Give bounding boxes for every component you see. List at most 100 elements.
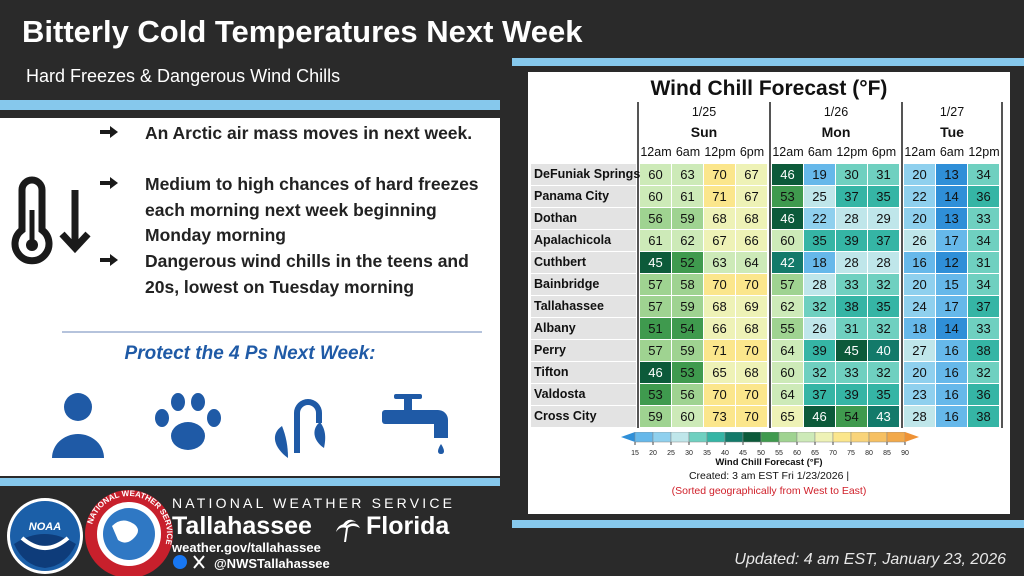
cell: 34 <box>968 164 999 185</box>
cell: 37 <box>868 230 899 251</box>
cell: 31 <box>868 164 899 185</box>
cell: 30 <box>836 164 867 185</box>
city-name: Tallahassee <box>531 296 636 317</box>
colorbar-tick-label: 45 <box>739 450 747 457</box>
cell: 20 <box>904 208 935 229</box>
day-date: 1/25 <box>691 105 717 119</box>
info-panel: An Arctic air mass moves in next week. Me… <box>0 118 500 476</box>
cell: 51 <box>640 318 671 339</box>
cell: 68 <box>736 318 767 339</box>
colorbar-bin <box>634 432 654 443</box>
cell: 35 <box>868 186 899 207</box>
cell: 53 <box>772 186 803 207</box>
colorbar-bin <box>778 432 798 443</box>
time-label: 6am <box>939 145 965 159</box>
colorbar-tick-label: 60 <box>793 450 801 457</box>
cell: 45 <box>836 340 867 361</box>
city-name: DeFuniak Springs <box>531 164 640 185</box>
day-date: 1/26 <box>823 105 849 119</box>
cell: 28 <box>836 252 867 273</box>
cell: 32 <box>868 318 899 339</box>
social-icons <box>173 555 205 569</box>
footer-logos: NOAA NATIONAL WEATHER SERVICE <box>7 489 360 576</box>
cell: 60 <box>640 164 671 185</box>
colorbar-tick-label: 40 <box>721 450 729 457</box>
stripe <box>0 100 500 110</box>
cell: 56 <box>672 384 703 405</box>
cell: 17 <box>936 296 967 317</box>
cell: 17 <box>936 230 967 251</box>
updated: Updated: 4 am EST, January 23, 2026 <box>734 551 1006 568</box>
title: Bitterly Cold Temperatures Next Week <box>22 14 583 49</box>
palm-icon <box>336 519 360 542</box>
agency: NATIONAL WEATHER SERVICE <box>172 495 456 511</box>
cell: 28 <box>904 406 935 427</box>
colorbar-tick-label: 85 <box>883 450 891 457</box>
colorbar-bin <box>706 432 726 443</box>
cell: 46 <box>772 164 803 185</box>
colorbar-bin <box>670 432 690 443</box>
colorbar-bin <box>688 432 708 443</box>
cell: 67 <box>736 186 767 207</box>
colorbar-tick-label: 90 <box>901 450 909 457</box>
time-label: 12pm <box>968 145 1000 159</box>
wind-chill-table: Wind Chill Forecast (°F) 12am 6am 12pm 6pm 1/… <box>528 72 1010 514</box>
colorbar-under <box>621 432 635 442</box>
cell: 60 <box>772 362 803 383</box>
cell: 70 <box>704 164 735 185</box>
cell: 36 <box>968 186 999 207</box>
cell: 28 <box>868 252 899 273</box>
cell: 24 <box>904 296 935 317</box>
city-name: Perry <box>531 340 636 361</box>
website: weather.gov/tallahassee <box>172 540 321 555</box>
cell: 38 <box>968 340 999 361</box>
city-name: Panama City <box>531 186 636 207</box>
day-name: Mon <box>821 124 851 140</box>
colorbar-tick-label: 70 <box>829 450 837 457</box>
time-label: 6pm <box>739 145 765 159</box>
cell: 31 <box>836 318 867 339</box>
bullet-arrows <box>100 126 118 266</box>
cell: 16 <box>904 252 935 273</box>
colorbar-tick-label: 35 <box>703 450 711 457</box>
cell: 18 <box>904 318 935 339</box>
cell: 12 <box>936 252 967 273</box>
cell: 32 <box>804 362 835 383</box>
cell: 60 <box>672 406 703 427</box>
subtitle: Hard Freezes & Dangerous Wind Chills <box>26 66 341 86</box>
cell: 35 <box>804 230 835 251</box>
cell: 54 <box>672 318 703 339</box>
cell: 63 <box>704 252 735 273</box>
day-divider <box>1001 102 1003 428</box>
cell: 14 <box>936 186 967 207</box>
cell: 32 <box>968 362 999 383</box>
colorbar-bin <box>652 432 672 443</box>
bullet: An Arctic air mass moves in next week. <box>145 123 473 143</box>
cell: 39 <box>836 230 867 251</box>
cell: 61 <box>672 186 703 207</box>
bullet: Dangerous wind chills in the teens and 2… <box>145 251 469 297</box>
cell: 36 <box>968 384 999 405</box>
cell: 73 <box>704 406 735 427</box>
colorbar-tick-label: 15 <box>631 450 639 457</box>
cell: 63 <box>672 164 703 185</box>
cell: 64 <box>772 340 803 361</box>
city-name: Bainbridge <box>531 274 636 295</box>
stripe <box>512 58 1024 66</box>
colorbar-tick-label: 75 <box>847 450 855 457</box>
cell: 28 <box>836 208 867 229</box>
cell: 53 <box>640 384 671 405</box>
nws-logo <box>112 520 138 543</box>
cell: 38 <box>836 296 867 317</box>
colorbar-bin <box>814 432 834 443</box>
cell: 25 <box>804 186 835 207</box>
day-divider <box>769 102 771 428</box>
time-label: 6am <box>807 145 833 159</box>
colorbar-label: Wind Chill Forecast (°F) <box>715 457 823 468</box>
time-label: 6am <box>675 145 701 159</box>
cell: 52 <box>672 252 703 273</box>
cell: 40 <box>868 340 899 361</box>
cell: 70 <box>736 340 767 361</box>
cell: 59 <box>672 208 703 229</box>
